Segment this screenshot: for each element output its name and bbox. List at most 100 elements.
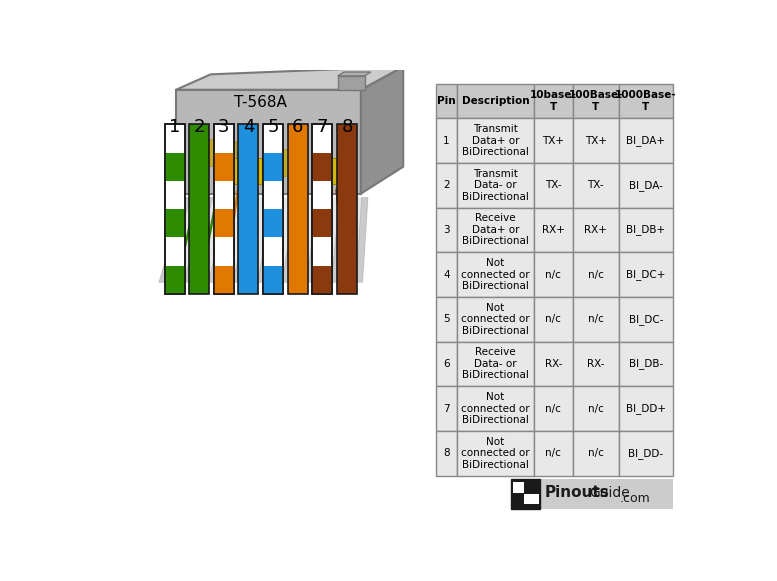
Bar bbox=[253, 157, 262, 184]
Bar bbox=[315, 155, 323, 182]
Bar bbox=[618, 163, 673, 207]
Bar bbox=[573, 252, 618, 297]
Bar bbox=[457, 163, 534, 207]
Text: 7: 7 bbox=[443, 404, 450, 414]
Text: TX+: TX+ bbox=[585, 135, 607, 146]
Bar bbox=[534, 386, 573, 431]
Bar bbox=[436, 386, 457, 431]
Text: n/c: n/c bbox=[545, 448, 561, 458]
Bar bbox=[618, 84, 673, 118]
Text: RX+: RX+ bbox=[542, 225, 565, 235]
Bar bbox=[263, 153, 283, 181]
Text: Pinouts: Pinouts bbox=[544, 485, 609, 500]
Bar bbox=[436, 207, 457, 252]
Text: Not
connected or
BiDirectional: Not connected or BiDirectional bbox=[462, 258, 530, 291]
Bar bbox=[618, 207, 673, 252]
Bar bbox=[273, 157, 282, 184]
Text: RX+: RX+ bbox=[584, 225, 607, 235]
Bar bbox=[165, 209, 184, 237]
Bar bbox=[287, 124, 308, 294]
Text: 2: 2 bbox=[193, 118, 205, 136]
Text: n/c: n/c bbox=[587, 314, 604, 324]
Bar bbox=[524, 494, 538, 504]
Bar bbox=[573, 386, 618, 431]
Bar bbox=[573, 84, 618, 118]
Bar bbox=[279, 149, 288, 177]
Text: Not
connected or
BiDirectional: Not connected or BiDirectional bbox=[462, 436, 530, 470]
Bar bbox=[263, 124, 283, 294]
Bar bbox=[312, 124, 333, 294]
Text: n/c: n/c bbox=[545, 404, 561, 414]
Polygon shape bbox=[338, 72, 371, 76]
Bar bbox=[436, 431, 457, 475]
Bar bbox=[165, 153, 184, 181]
Text: 4: 4 bbox=[242, 118, 254, 136]
Text: Description: Description bbox=[462, 96, 529, 106]
Text: Receive
Data- or
BiDirectional: Receive Data- or BiDirectional bbox=[462, 347, 529, 381]
Text: BI_DD+: BI_DD+ bbox=[625, 403, 666, 414]
Bar bbox=[573, 342, 618, 386]
Text: Transmit
Data+ or
BiDirectional: Transmit Data+ or BiDirectional bbox=[462, 124, 529, 157]
Text: 4: 4 bbox=[443, 270, 450, 279]
Bar bbox=[618, 118, 673, 163]
Text: TX-: TX- bbox=[587, 180, 604, 190]
Bar bbox=[457, 342, 534, 386]
Text: BI_DC-: BI_DC- bbox=[629, 314, 663, 325]
Bar bbox=[436, 163, 457, 207]
Text: n/c: n/c bbox=[587, 448, 604, 458]
Text: 5: 5 bbox=[443, 314, 450, 324]
Text: n/c: n/c bbox=[545, 314, 561, 324]
Bar bbox=[436, 84, 457, 118]
Text: 1: 1 bbox=[169, 118, 180, 136]
Bar bbox=[214, 157, 223, 184]
Bar bbox=[573, 431, 618, 475]
Bar bbox=[534, 84, 573, 118]
Text: T-568A: T-568A bbox=[235, 95, 287, 110]
Text: RX-: RX- bbox=[545, 359, 562, 369]
Bar bbox=[618, 386, 673, 431]
Bar bbox=[457, 118, 534, 163]
Polygon shape bbox=[233, 198, 257, 282]
Bar bbox=[176, 89, 361, 193]
Text: 3: 3 bbox=[218, 118, 229, 136]
Polygon shape bbox=[184, 198, 213, 282]
Bar bbox=[540, 479, 673, 508]
Bar bbox=[165, 124, 184, 294]
Bar bbox=[573, 207, 618, 252]
Bar bbox=[214, 124, 234, 294]
Text: n/c: n/c bbox=[587, 270, 604, 279]
Text: BI_DA-: BI_DA- bbox=[629, 180, 663, 191]
Text: n/c: n/c bbox=[545, 270, 561, 279]
Bar bbox=[573, 118, 618, 163]
Text: 1: 1 bbox=[443, 135, 450, 146]
Text: BI_DA+: BI_DA+ bbox=[626, 135, 665, 146]
Text: Guide: Guide bbox=[589, 486, 629, 500]
Bar bbox=[534, 342, 573, 386]
Bar bbox=[618, 431, 673, 475]
Bar bbox=[534, 297, 573, 342]
Bar bbox=[297, 152, 306, 179]
Polygon shape bbox=[159, 198, 190, 282]
Bar bbox=[214, 209, 234, 237]
Bar bbox=[436, 297, 457, 342]
Bar bbox=[332, 157, 341, 184]
Bar bbox=[214, 153, 234, 181]
Bar bbox=[457, 207, 534, 252]
Text: Not
connected or
BiDirectional: Not connected or BiDirectional bbox=[462, 392, 530, 425]
Bar bbox=[511, 479, 540, 508]
Text: Pin: Pin bbox=[437, 96, 455, 106]
Text: BI_DB-: BI_DB- bbox=[629, 358, 663, 370]
Text: 1000Base-
T: 1000Base- T bbox=[615, 90, 677, 112]
Bar bbox=[312, 153, 333, 181]
Text: BI_DC+: BI_DC+ bbox=[626, 269, 665, 280]
Polygon shape bbox=[258, 198, 279, 282]
Text: 3: 3 bbox=[443, 225, 450, 235]
Bar bbox=[534, 252, 573, 297]
Bar bbox=[618, 342, 673, 386]
Bar bbox=[239, 124, 259, 294]
Text: 6: 6 bbox=[443, 359, 450, 369]
Polygon shape bbox=[332, 198, 346, 282]
Bar bbox=[233, 157, 242, 184]
Bar bbox=[618, 297, 673, 342]
Bar bbox=[573, 297, 618, 342]
